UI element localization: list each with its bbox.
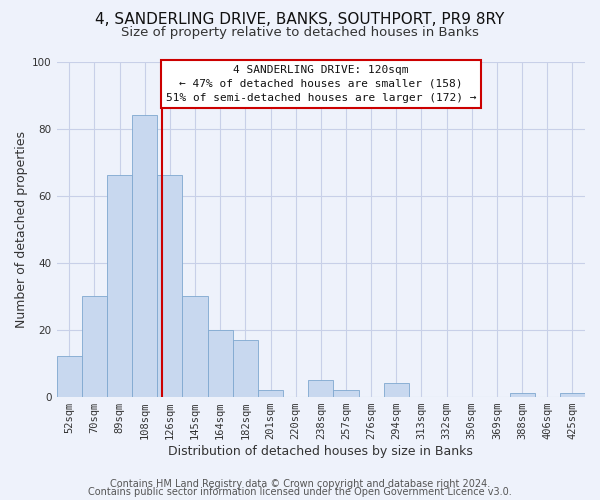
Text: Contains HM Land Registry data © Crown copyright and database right 2024.: Contains HM Land Registry data © Crown c… [110,479,490,489]
Text: 4, SANDERLING DRIVE, BANKS, SOUTHPORT, PR9 8RY: 4, SANDERLING DRIVE, BANKS, SOUTHPORT, P… [95,12,505,28]
X-axis label: Distribution of detached houses by size in Banks: Distribution of detached houses by size … [169,444,473,458]
Bar [132,115,157,396]
Bar [233,340,258,396]
Bar [157,176,182,396]
Bar [107,176,132,396]
Y-axis label: Number of detached properties: Number of detached properties [15,130,28,328]
Text: Contains public sector information licensed under the Open Government Licence v3: Contains public sector information licen… [88,487,512,497]
Text: 4 SANDERLING DRIVE: 120sqm
← 47% of detached houses are smaller (158)
51% of sem: 4 SANDERLING DRIVE: 120sqm ← 47% of deta… [166,65,476,103]
Bar [82,296,107,396]
Text: Size of property relative to detached houses in Banks: Size of property relative to detached ho… [121,26,479,39]
Bar [509,393,535,396]
Bar [560,393,585,396]
Bar [208,330,233,396]
Bar [56,356,82,397]
Bar [334,390,359,396]
Bar [384,383,409,396]
Bar [182,296,208,396]
Bar [308,380,334,396]
Bar [258,390,283,396]
